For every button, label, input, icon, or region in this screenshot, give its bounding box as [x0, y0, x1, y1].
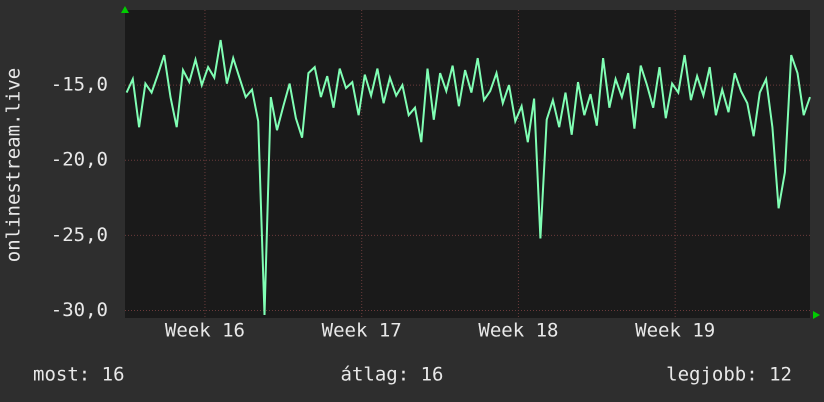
x-tick-label: Week 17 [322, 320, 402, 342]
axis-arrow [813, 311, 820, 319]
y-axis-label: onlinestream.live [3, 68, 25, 262]
x-tick-label: Week 19 [635, 320, 715, 342]
footer-best: legjobb: 12 [666, 364, 792, 386]
y-tick-label: -20,0 [51, 149, 108, 171]
y-tick-label: -15,0 [51, 74, 108, 96]
footer-most: most: 16 [33, 364, 125, 386]
plot-area [125, 10, 810, 318]
y-tick-label: -25,0 [51, 224, 108, 246]
axis-arrow [121, 6, 129, 13]
x-tick-label: Week 16 [165, 320, 245, 342]
x-tick-label: Week 18 [478, 320, 558, 342]
footer-average: átlag: 16 [341, 364, 444, 386]
data-line [125, 39, 811, 316]
y-tick-label: -30,0 [51, 299, 108, 321]
